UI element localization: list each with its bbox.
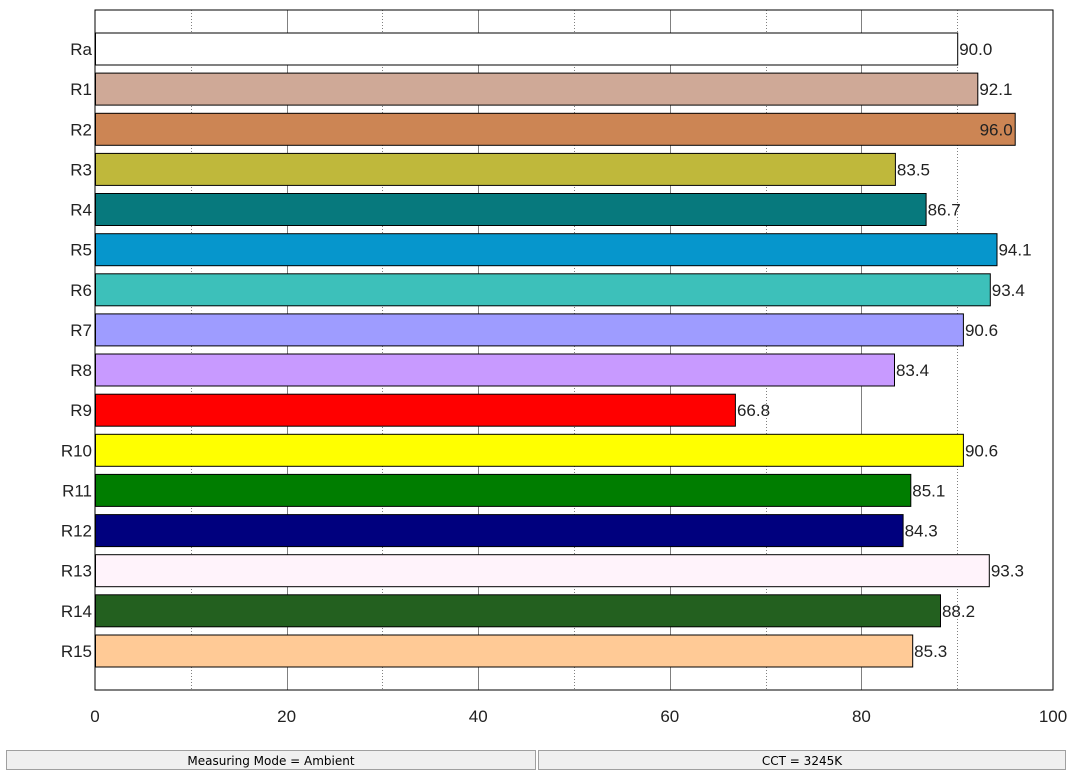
category-label: R4 [70,201,92,220]
bar-r13 [95,554,990,588]
category-label: R15 [61,642,92,661]
category-label: R11 [62,481,92,500]
measuring-mode-status: Measuring Mode = Ambient [6,750,536,770]
bars [95,32,1016,668]
x-tick-label: 0 [90,707,99,726]
cct-status: CCT = 3245K [538,750,1066,770]
value-label: 83.4 [896,361,929,380]
category-label: R10 [61,441,92,460]
x-tick-label: 20 [277,707,296,726]
value-label: 90.6 [965,321,998,340]
bar-r8 [95,353,895,387]
bar-r15 [95,634,914,668]
value-label: 83.5 [897,160,930,179]
value-label: 93.4 [992,281,1025,300]
x-tick-label: 40 [469,707,488,726]
category-label: R2 [70,120,92,139]
bar-r14 [95,594,941,628]
cri-bar-chart: Ra R1 R2 R3 R4 R5 R6 R7 R8 R9 R10 R11 R12 R13 R14 R15 9… [61,9,1067,726]
category-label: R5 [70,241,92,260]
bar-r4 [95,193,927,226]
grid-lines [191,10,958,690]
category-label: R14 [61,602,92,621]
bar-r3 [95,152,896,186]
category-label: R3 [70,160,92,179]
category-label: R8 [70,361,92,380]
bar-r7 [95,313,964,347]
bar-r9 [95,393,736,427]
value-label: 86.7 [928,201,961,220]
status-bar: Measuring Mode = Ambient CCT = 3245K [0,746,1076,774]
bar-r2 [95,112,1016,146]
value-label: 85.1 [912,481,945,500]
value-label: 90.6 [965,441,998,460]
value-label: 90.0 [959,40,992,59]
value-label: 94.1 [998,241,1031,260]
category-labels: Ra R1 R2 R3 R4 R5 R6 R7 R8 R9 R10 R11 R12 R13 R14 R15 [61,40,93,661]
value-label: 85.3 [914,642,947,661]
x-tick-label: 100 [1039,707,1067,726]
x-axis-ticks: 0 20 40 60 80 100 [90,707,1067,726]
value-label: 93.3 [991,562,1024,581]
bar-ra [95,32,959,66]
category-label: Ra [70,40,92,59]
category-label: R6 [70,281,92,300]
value-label: 84.3 [905,522,938,541]
bar-r6 [95,273,991,307]
bar-r11 [95,473,912,507]
x-tick-label: 80 [852,707,871,726]
category-label: R1 [70,80,92,99]
x-tick-label: 60 [660,707,679,726]
value-labels: 90.0 92.1 96.0 83.5 86.7 94.1 93.4 90.6 83.4 66.8… [737,40,1032,661]
bar-r12 [95,514,904,548]
category-label: R13 [61,562,92,581]
value-label: 88.2 [942,602,975,621]
bar-r10 [95,433,964,467]
bar-r5 [95,233,998,267]
bar-r1 [95,72,979,106]
category-label: R12 [61,522,92,541]
value-label: 96.0 [980,120,1013,139]
category-label: R9 [70,401,92,420]
plot-frame [94,9,1054,691]
value-label: 92.1 [979,80,1012,99]
category-label: R7 [70,321,92,340]
value-label: 66.8 [737,401,770,420]
